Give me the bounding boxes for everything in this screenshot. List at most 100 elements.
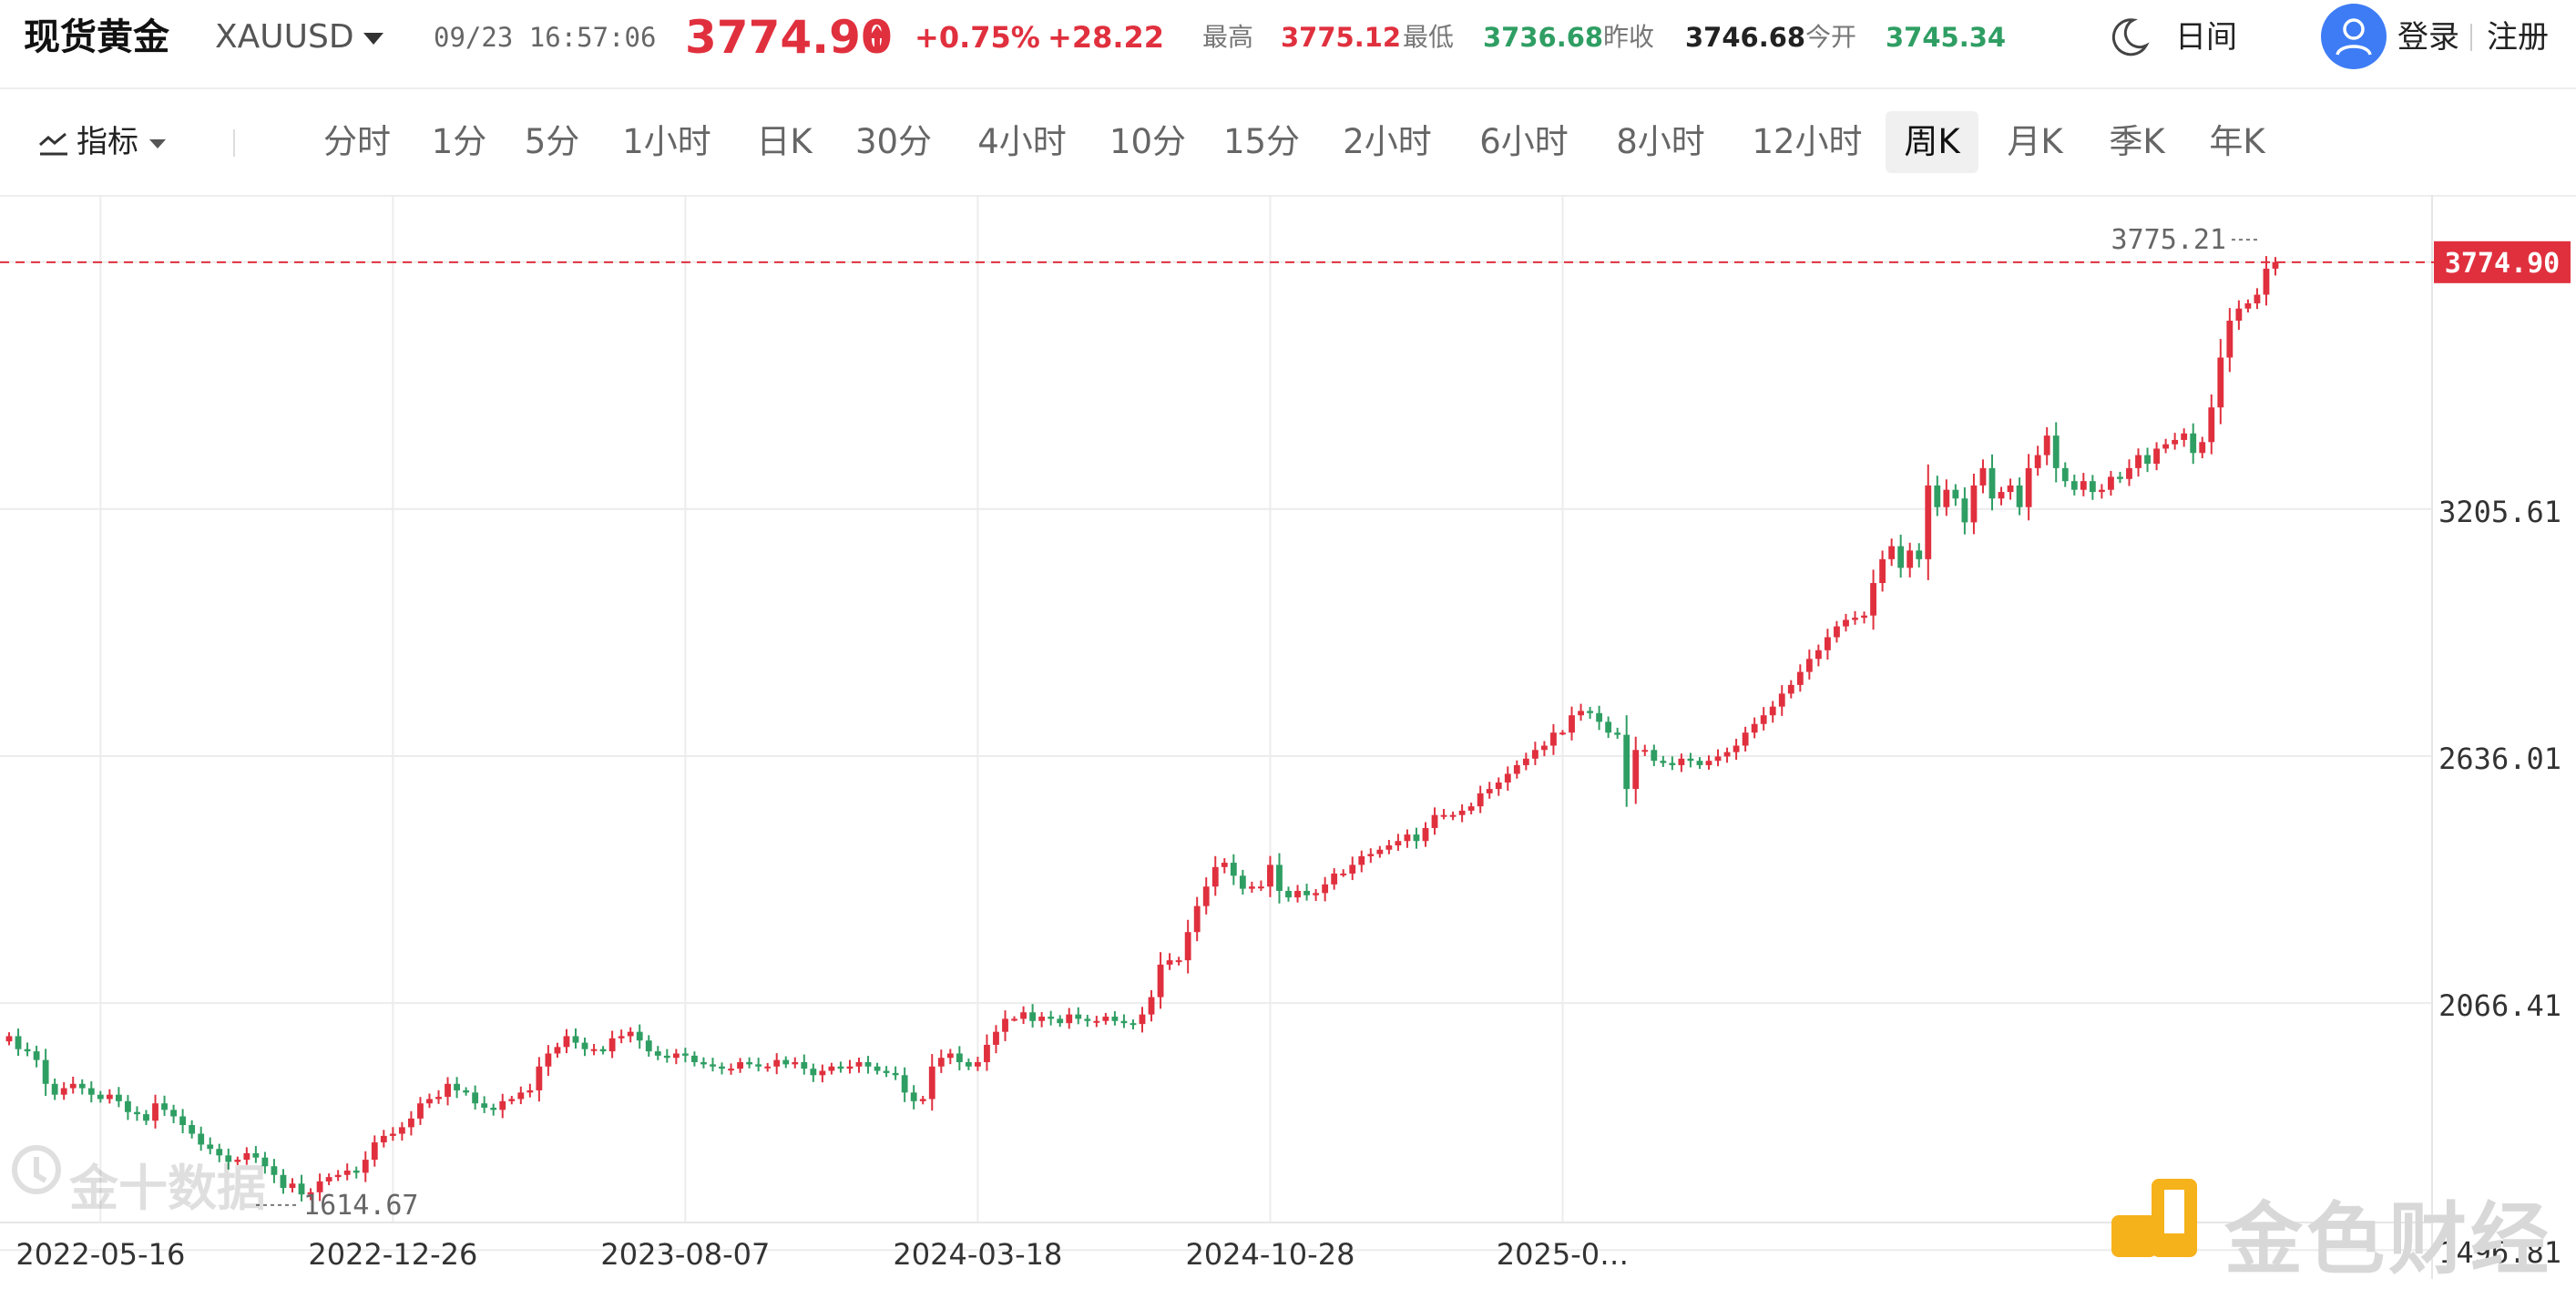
candle-body (663, 1055, 670, 1059)
candle-body (1906, 550, 1914, 568)
candle-body (2135, 455, 2142, 468)
candle-body (289, 1183, 296, 1189)
candle-body (1313, 893, 1320, 895)
candlestick-chart[interactable]: 3775.21 3205.61 2636.01 2066.41 1496.81 2022-… (0, 195, 2576, 1279)
moon-icon[interactable] (2106, 0, 2152, 75)
timeframe-tab[interactable]: 日K (756, 122, 813, 161)
candle-body (554, 1047, 561, 1054)
timeframe-tab[interactable]: 1分 (431, 122, 487, 161)
change-amount: +28.22 (1048, 20, 1165, 55)
candle-body (1449, 814, 1457, 817)
candle-body (2217, 357, 2224, 408)
candle-body (1805, 659, 1813, 672)
candle-body (526, 1090, 534, 1093)
candle-body (828, 1066, 835, 1071)
candle-body (1395, 841, 1402, 845)
candle-body (1852, 618, 1858, 620)
candle-body (1925, 485, 1932, 559)
candle-body (1943, 489, 1950, 507)
candle-body (2244, 303, 2252, 309)
candle-body (855, 1062, 863, 1067)
candle-body (728, 1069, 734, 1071)
candle-body (216, 1149, 223, 1156)
header-divider (2470, 24, 2472, 51)
candle-body (2061, 467, 2069, 482)
candle-body (1678, 758, 1685, 765)
x-tick-label: 2024-10-28 (1185, 1237, 1354, 1272)
candle-body (2226, 321, 2234, 358)
timeframe-tab[interactable]: 季K (2109, 122, 2165, 161)
x-tick-label: 2022-05-16 (15, 1237, 185, 1272)
candle-body (1258, 886, 1264, 889)
change-percent: +0.75% (915, 20, 1040, 55)
candle-body (125, 1100, 131, 1112)
timeframe-tab[interactable]: 2小时 (1343, 122, 1432, 161)
candle-body (1239, 875, 1246, 889)
timeframe-tab-active[interactable]: 周K (1886, 111, 1978, 173)
candle-body (298, 1183, 305, 1195)
chart-toolbar: 指标 分时 1分 5分 1小时 日K 30分 4小时 10分 15分 2小时 6… (0, 89, 2576, 197)
candle-body (454, 1083, 460, 1090)
candle-body (417, 1103, 424, 1119)
timeframe-tab[interactable]: 5分 (524, 122, 580, 161)
candle-body (536, 1066, 543, 1090)
timeframe-tab[interactable]: 年K (2209, 122, 2265, 161)
candle-body (572, 1036, 579, 1043)
register-link[interactable]: 注册 (2487, 19, 2549, 56)
candle-body (2089, 481, 2096, 493)
timeframe-tab[interactable]: 8小时 (1616, 122, 1705, 161)
candle-body (910, 1092, 917, 1101)
symbol-selector[interactable]: XAUUSD (215, 0, 383, 75)
candle-body (755, 1064, 762, 1067)
candle-body (773, 1059, 781, 1067)
candle-body (1522, 758, 1529, 765)
candle-body (1322, 884, 1329, 894)
user-icon[interactable] (2321, 4, 2387, 69)
candle-body (1276, 864, 1283, 891)
candle-body (681, 1053, 689, 1056)
candle-body (1687, 758, 1694, 762)
timeframe-tab[interactable]: 分时 (323, 122, 391, 161)
candle-body (1541, 745, 1548, 751)
candle-body (737, 1062, 743, 1069)
current-price-tag (2434, 240, 2571, 283)
candle-body (490, 1107, 497, 1110)
indicator-menu-button[interactable]: 指标 (38, 117, 166, 168)
timeframe-tab[interactable]: 10分 (1109, 122, 1187, 161)
candle-body (334, 1174, 342, 1178)
candle-body (1760, 715, 1767, 724)
stat-low-label: 最低 (1403, 22, 1455, 52)
login-link[interactable]: 登录 (2397, 19, 2459, 56)
candle-body (280, 1174, 287, 1189)
candle-body (1477, 793, 1484, 807)
watermark-left-text: 金十数据 (69, 1160, 266, 1217)
candle-body (599, 1049, 607, 1052)
y-tick-label: 2636.01 (2438, 742, 2561, 776)
day-mode-toggle[interactable]: 日间 (2175, 19, 2237, 56)
timeframe-tab[interactable]: 月K (2007, 122, 2063, 161)
candle-body (1888, 546, 1896, 559)
candle-body (1916, 550, 1923, 559)
candle-body (672, 1053, 680, 1059)
candle-body (2172, 439, 2179, 445)
candle-body (2153, 448, 2160, 465)
candle-body (1367, 854, 1375, 856)
timeframe-tab[interactable]: 30分 (854, 122, 933, 161)
y-tick-label: 2066.41 (2438, 988, 2561, 1023)
timeframe-tab[interactable]: 4小时 (977, 122, 1067, 161)
timeframe-tab[interactable]: 6小时 (1479, 122, 1569, 161)
candle-body (1970, 485, 1978, 523)
candle-body (1440, 814, 1447, 817)
timeframe-tab[interactable]: 15分 (1222, 122, 1301, 161)
candle-body (1349, 864, 1356, 874)
candle-body (1120, 1020, 1128, 1024)
timeframe-tab[interactable]: 1小时 (622, 122, 711, 161)
candle-body (1267, 864, 1273, 887)
candle-body (2025, 467, 2032, 507)
candle-body (1605, 721, 1612, 733)
candle-body (782, 1059, 790, 1065)
candle-body (993, 1031, 999, 1045)
candle-body (234, 1160, 241, 1162)
candle-body (1751, 723, 1758, 733)
timeframe-tab[interactable]: 12小时 (1752, 122, 1863, 161)
